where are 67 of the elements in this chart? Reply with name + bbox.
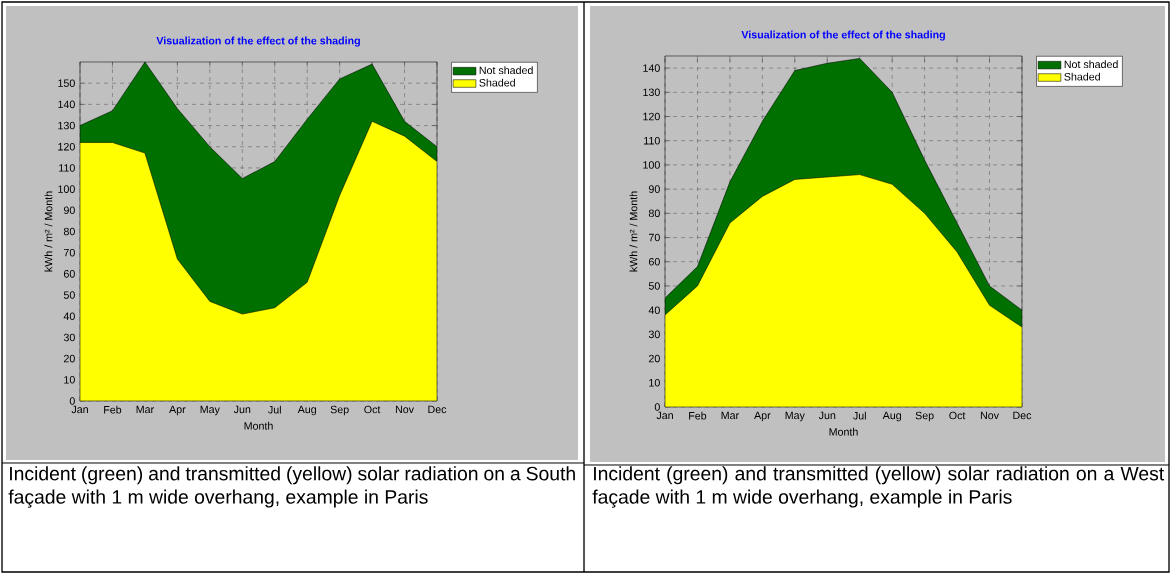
legend-label: Shaded (479, 78, 515, 87)
y-tick-label: 110 (644, 136, 660, 145)
y-tick-label: 140 (643, 64, 660, 72)
y-tick-label: 130 (643, 88, 660, 97)
x-tick-label: Aug (882, 411, 901, 422)
y-tick-label: 60 (63, 270, 75, 278)
text: Incident (green) and transmitted (yellow) solar radiation on a South façade with 1 m wide overhang, example in Paris (8, 466, 575, 508)
x-tick-label: Dec (428, 405, 447, 414)
y-tick-label: 70 (63, 248, 75, 257)
chart-title: Visualization of the effect of the shading (741, 30, 945, 41)
y-tick-label: 30 (63, 333, 75, 342)
x-tick-label: Nov (980, 411, 999, 420)
x-tick-label: Jan (656, 411, 673, 420)
y-tick-label: 30 (648, 330, 660, 339)
x-tick-label: Sep (915, 411, 934, 422)
y-tick-label: 40 (648, 306, 660, 314)
chart-title: Visualization of the effect of the shading (156, 36, 360, 47)
x-tick-label: May (785, 411, 805, 422)
x-tick-label: Jun (818, 411, 836, 420)
legend-label: Shaded (1064, 72, 1100, 81)
y-tick-label: 10 (649, 379, 660, 387)
x-tick-label: May (200, 405, 220, 416)
y-tick-label: 20 (648, 354, 660, 363)
legend-label: Not shaded (1064, 60, 1118, 69)
x-axis-title: Month (829, 427, 858, 436)
x-tick-label: Apr (754, 411, 771, 422)
x-tick-label: Jan (71, 405, 88, 414)
legend-label: Not shaded (479, 66, 533, 75)
x-tick-label: Feb (689, 411, 707, 420)
x-tick-label: Jul (853, 411, 866, 420)
y-tick-label: 80 (63, 227, 75, 236)
y-axis-title: kWh / m² / Month (44, 191, 53, 272)
y-tick-label: 100 (643, 161, 660, 169)
y-axis-title: kWh / m² / Month (629, 191, 638, 272)
y-tick-label: 50 (63, 291, 75, 299)
y-tick-label: 150 (58, 79, 75, 87)
y-tick-label: 40 (63, 312, 75, 321)
y-tick-label: 120 (58, 142, 75, 151)
y-tick-label: 140 (58, 100, 75, 109)
x-tick-label: Mar (136, 405, 154, 414)
x-tick-label: Oct (364, 405, 381, 414)
x-tick-label: Oct (949, 411, 966, 420)
y-tick-label: 0 (69, 397, 75, 405)
y-tick-label: 100 (58, 185, 75, 193)
y-tick-label: 60 (648, 257, 660, 266)
x-tick-label: Nov (395, 405, 414, 414)
y-tick-label: 120 (643, 112, 660, 121)
y-tick-label: 90 (648, 185, 660, 193)
y-tick-label: 90 (63, 206, 75, 215)
x-tick-label: Feb (104, 405, 122, 414)
y-tick-label: 70 (648, 233, 660, 242)
y-tick-label: 20 (63, 354, 75, 363)
y-tick-label: 0 (654, 403, 660, 411)
y-tick-label: 130 (58, 121, 75, 130)
y-tick-label: 110 (59, 164, 75, 172)
x-tick-label: Sep (330, 405, 349, 416)
x-tick-label: Mar (721, 411, 739, 420)
x-tick-label: Dec (1013, 411, 1032, 420)
x-tick-label: Aug (297, 405, 316, 416)
text: Incident (green) and transmitted (yellow) solar radiation on a West façade with 1 m wide overhang, example in Paris (592, 466, 1165, 508)
x-tick-label: Jul (268, 405, 281, 414)
x-axis-title: Month (244, 421, 273, 430)
y-tick-label: 10 (64, 376, 75, 384)
y-tick-label: 50 (648, 282, 660, 290)
x-tick-label: Apr (169, 405, 186, 416)
y-tick-label: 80 (648, 209, 660, 218)
x-tick-label: Jun (233, 405, 251, 414)
